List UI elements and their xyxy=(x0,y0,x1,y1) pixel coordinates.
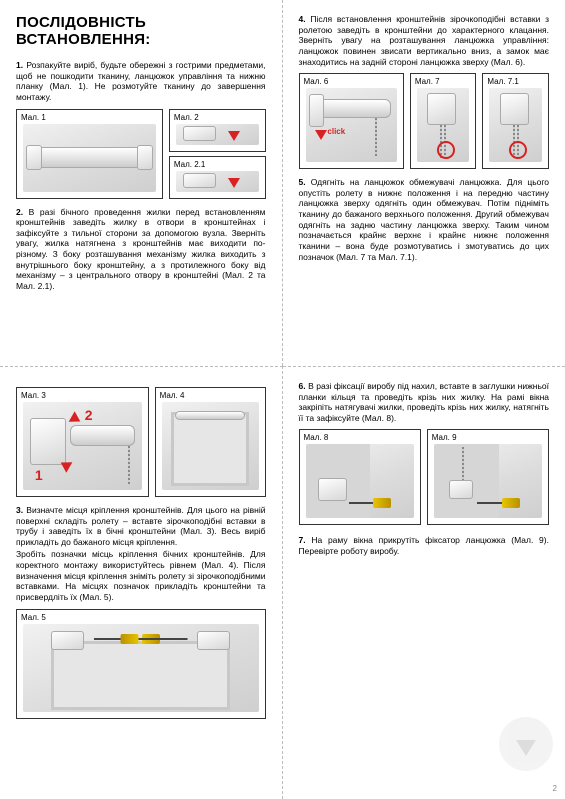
fig-71-label: Мал. 7.1 xyxy=(487,77,518,86)
fig-6-label: Мал. 6 xyxy=(304,77,329,86)
fig-6-art: click xyxy=(306,88,397,162)
fig-9: Мал. 9 xyxy=(427,429,549,525)
fig-1: Мал. 1 xyxy=(16,109,163,199)
step-7-text: 7. На раму вікна прикрутіть фіксатор лан… xyxy=(299,535,550,556)
fig-row-3: Мал. 3 2 1 Мал. 4 xyxy=(16,387,266,497)
fig-4: Мал. 4 xyxy=(155,387,266,497)
step-6-text: 6. В разі фіксації виробу під нахил, вст… xyxy=(299,381,550,424)
col-right-bottom: 6. В разі фіксації виробу під нахил, вст… xyxy=(283,366,565,799)
fig-71: Мал. 7.1 xyxy=(482,73,549,169)
fig-7: Мал. 7 xyxy=(410,73,477,169)
step-7-num: 7. xyxy=(299,535,306,545)
step-3-text: 3. Визначте місця кріплення кронштейнів.… xyxy=(16,505,266,548)
col-right-top: 4. Після встановлення кронштейнів зірочк… xyxy=(283,0,565,366)
step-5-text: 5. Одягніть на ланцюжок обмежувачі ланцю… xyxy=(299,177,550,262)
step-4-text: 4. Після встановлення кронштейнів зірочк… xyxy=(299,14,550,67)
fig-21: Мал. 2.1 xyxy=(169,156,266,199)
fig-3-label: Мал. 3 xyxy=(21,391,46,400)
fig-row-8: Мал. 8 Мал. 9 xyxy=(299,429,550,525)
fig-row-6: Мал. 6 click Мал. 7 Ма xyxy=(299,73,550,169)
col-left-top: ПОСЛІДОВНІСТЬ ВСТАНОВЛЕННЯ: 1. Розпакуйт… xyxy=(0,0,283,366)
step-3b-text: Зробіть позначки місць кріплення бічних … xyxy=(16,549,266,602)
step-6-num: 6. xyxy=(299,381,306,391)
fig-1-art xyxy=(23,124,156,192)
badge-2: 2 xyxy=(85,407,93,423)
fig-row-1: Мал. 1 Мал. 2 Мал. 2.1 xyxy=(16,109,266,199)
step-5-num: 5. xyxy=(299,177,306,187)
step-1-text: 1. Розпакуйте виріб, будьте обережні з г… xyxy=(16,60,266,103)
fig-2-group: Мал. 2 Мал. 2.1 xyxy=(169,109,266,199)
fig-9-art xyxy=(434,444,542,518)
fig-2-art xyxy=(176,124,259,145)
badge-1: 1 xyxy=(35,467,43,483)
fig-9-label: Мал. 9 xyxy=(432,433,457,442)
watermark-icon xyxy=(499,717,553,771)
fig-3-art: 2 1 xyxy=(23,402,142,490)
fig-6: Мал. 6 click xyxy=(299,73,404,169)
fig-71-art xyxy=(489,88,542,162)
page: ПОСЛІДОВНІСТЬ ВСТАНОВЛЕННЯ: 1. Розпакуйт… xyxy=(0,0,565,799)
page-number: 2 xyxy=(553,784,557,793)
col-left-bottom: Мал. 3 2 1 Мал. 4 3. xyxy=(0,366,283,799)
step-2-num: 2. xyxy=(16,207,23,217)
fig-21-art xyxy=(176,171,259,192)
fig-21-label: Мал. 2.1 xyxy=(174,160,205,169)
fig-5-label: Мал. 5 xyxy=(21,613,46,622)
fig-8-label: Мал. 8 xyxy=(304,433,329,442)
fig-5: Мал. 5 xyxy=(16,609,266,719)
step-1-num: 1. xyxy=(16,60,23,70)
fig-5-art xyxy=(23,624,259,712)
fig-7-art xyxy=(417,88,470,162)
fig-1-label: Мал. 1 xyxy=(21,113,46,122)
fig-2: Мал. 2 xyxy=(169,109,266,152)
step-3-num: 3. xyxy=(16,505,23,515)
fig-4-art xyxy=(162,402,259,490)
click-label: click xyxy=(327,127,345,136)
fig-8: Мал. 8 xyxy=(299,429,421,525)
fig-2-label: Мал. 2 xyxy=(174,113,199,122)
page-title: ПОСЛІДОВНІСТЬ ВСТАНОВЛЕННЯ: xyxy=(16,14,266,48)
step-4-num: 4. xyxy=(299,14,306,24)
step-2-text: 2. В разі бічного проведення жилки перед… xyxy=(16,207,266,292)
fig-row-5: Мал. 5 xyxy=(16,609,266,719)
fig-3: Мал. 3 2 1 xyxy=(16,387,149,497)
fig-8-art xyxy=(306,444,414,518)
fig-4-label: Мал. 4 xyxy=(160,391,185,400)
fig-7-label: Мал. 7 xyxy=(415,77,440,86)
